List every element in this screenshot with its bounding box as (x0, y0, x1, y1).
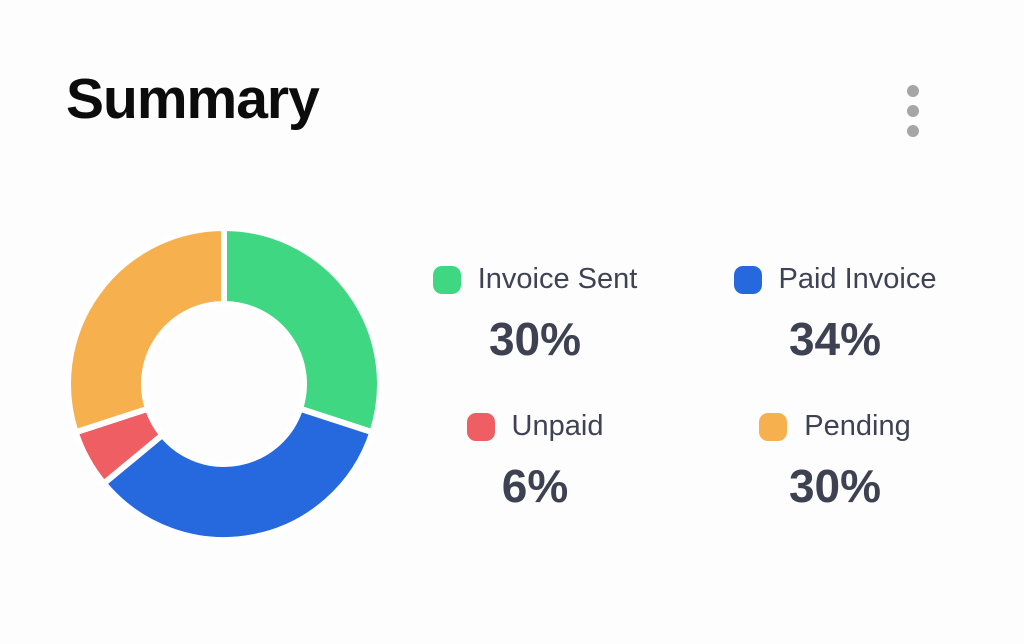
legend-swatch-unpaid (466, 412, 495, 441)
legend-toggle-paid-invoice[interactable]: Paid Invoice (733, 263, 937, 295)
legend-label: Paid Invoice (778, 263, 937, 295)
kebab-dot (907, 105, 919, 117)
page-title: Summary (66, 67, 320, 131)
legend-item-unpaid: Unpaid 6% (385, 410, 685, 512)
legend-toggle-invoice-sent[interactable]: Invoice Sent (432, 263, 638, 295)
legend-swatch-paid-invoice (733, 265, 762, 294)
legend-item-paid-invoice: Paid Invoice 34% (685, 263, 985, 365)
legend-toggle-pending[interactable]: Pending (759, 410, 911, 442)
donut-segment-paid-invoice[interactable] (100, 405, 376, 543)
donut-segment-invoice-sent[interactable] (221, 225, 383, 436)
kebab-menu-icon[interactable] (899, 79, 927, 143)
legend-value: 30% (788, 460, 882, 512)
donut-chart-svg (65, 225, 383, 543)
legend-item-pending: Pending 30% (685, 410, 985, 512)
legend-swatch-invoice-sent (432, 265, 461, 294)
legend-label: Unpaid (511, 410, 604, 442)
legend-label: Invoice Sent (477, 263, 638, 295)
legend-value: 34% (788, 313, 882, 365)
legend-swatch-pending (759, 412, 788, 441)
legend-value: 30% (488, 313, 582, 365)
donut-segment-pending[interactable] (65, 225, 227, 436)
legend-label: Pending (804, 410, 911, 442)
legend-toggle-unpaid[interactable]: Unpaid (466, 410, 604, 442)
donut-chart (64, 224, 384, 544)
chart-legend: Invoice Sent 30% Paid Invoice 34% Unpaid… (385, 263, 985, 512)
legend-item-invoice-sent: Invoice Sent 30% (385, 263, 685, 365)
legend-value: 6% (501, 460, 569, 512)
kebab-dot (907, 125, 919, 137)
kebab-dot (907, 85, 919, 97)
